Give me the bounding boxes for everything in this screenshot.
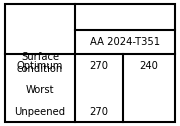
Text: Optimum: Optimum [17, 60, 63, 71]
Text: Worst: Worst [26, 85, 54, 95]
Text: 240: 240 [140, 60, 158, 71]
Text: AA 2024-T351: AA 2024-T351 [90, 37, 160, 47]
Text: Surface
condition: Surface condition [17, 52, 63, 74]
Text: 270: 270 [89, 107, 109, 117]
Text: Unpeened: Unpeened [14, 107, 66, 117]
Text: 270: 270 [89, 60, 109, 71]
